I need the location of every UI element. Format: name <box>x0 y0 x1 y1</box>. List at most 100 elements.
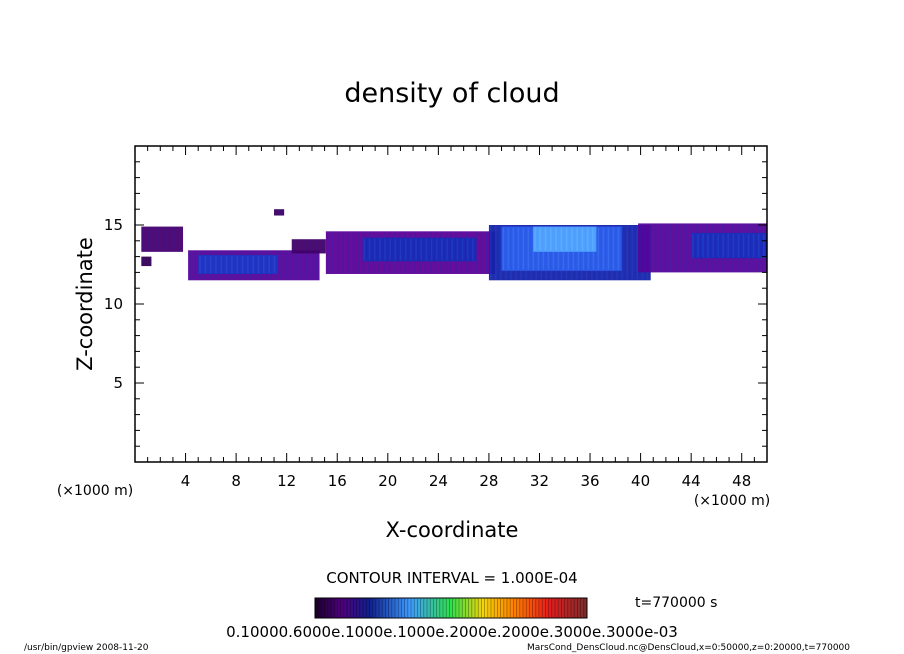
heatmap-stripe <box>295 251 297 280</box>
x-tick-label-8: 8 <box>231 472 241 490</box>
heatmap-stripe <box>435 238 438 261</box>
heatmap-stripe <box>274 210 277 215</box>
heatmap-stripe <box>602 227 605 270</box>
heatmap-stripe <box>194 251 196 280</box>
x-tick-label-32: 32 <box>530 472 549 490</box>
heatmap-region-4 <box>274 209 285 216</box>
heatmap-stripe <box>304 240 306 253</box>
heatmap-stripe <box>712 233 714 258</box>
heatmap-stripe <box>560 227 563 251</box>
heatmap-stripe <box>189 251 191 280</box>
heatmap-stripe <box>472 238 474 261</box>
x-tick-label-24: 24 <box>429 472 448 490</box>
heatmap-stripe <box>168 227 171 251</box>
heatmap-stripe <box>305 251 307 280</box>
time-label: t=770000 s <box>635 595 717 611</box>
heatmap-stripe <box>636 226 639 280</box>
heatmap-stripe <box>717 233 720 258</box>
heatmap-stripe <box>231 256 233 273</box>
heatmap-stripe <box>282 210 284 215</box>
heatmap-stripe <box>315 240 318 253</box>
colorbar <box>314 597 588 619</box>
heatmap-stripe <box>675 224 677 272</box>
footer-left: /usr/bin/gpview 2008-11-20 <box>24 643 149 653</box>
heatmap-stripe <box>461 238 464 261</box>
heatmap-stripe <box>664 224 667 272</box>
plot-frame <box>134 145 768 463</box>
heatmap-stripe <box>500 226 502 280</box>
heatmap-stripe <box>389 238 392 261</box>
heatmap-stripe <box>347 232 350 273</box>
heatmap-stripe <box>555 227 557 251</box>
heatmap-stripe <box>209 256 212 273</box>
heatmap-stripe <box>539 227 542 251</box>
heatmap-stripe <box>649 224 652 272</box>
heatmap-stripe <box>178 227 181 251</box>
heatmap-stripe <box>373 238 376 261</box>
heatmap-stripe <box>680 224 682 272</box>
heatmap-stripe <box>502 227 505 270</box>
heatmap-stripe <box>379 238 381 261</box>
heatmap-stripe <box>163 227 165 251</box>
heatmap-stripe <box>697 233 699 258</box>
heatmap-stripe <box>342 232 344 273</box>
heatmap-region-1 <box>141 256 152 267</box>
heatmap-stripe <box>384 238 386 261</box>
heatmap-stripe <box>732 233 735 258</box>
x-tick-label-16: 16 <box>328 472 347 490</box>
y-tick-label-10: 10 <box>104 295 123 313</box>
heatmap-stripe <box>352 232 355 273</box>
heatmap-stripe <box>486 232 488 273</box>
heatmap-stripe <box>507 227 510 270</box>
heatmap-stripe <box>225 256 228 273</box>
heatmap-region-10 <box>533 226 597 252</box>
ticks-layer <box>134 145 768 463</box>
x-tick-label-20: 20 <box>378 472 397 490</box>
heatmap-stripe <box>565 227 568 251</box>
heatmap-stripe <box>544 227 547 251</box>
heatmap-stripe <box>425 238 428 261</box>
heatmap-stripe <box>285 251 287 280</box>
heatmap-stripe <box>292 240 295 253</box>
x-tick-label-28: 28 <box>479 472 498 490</box>
heatmap-stripe <box>517 227 520 270</box>
heatmap-stripe <box>141 257 144 266</box>
heatmap-stripe <box>368 238 371 261</box>
heatmap-stripe <box>315 251 318 280</box>
heatmap-stripe <box>199 256 201 273</box>
heatmap-stripe <box>670 224 672 272</box>
heatmap-region-7 <box>362 237 477 262</box>
heatmap-stripe <box>747 233 750 258</box>
x-tick-label-12: 12 <box>277 472 296 490</box>
heatmap-stripe <box>527 227 530 270</box>
heatmap-stripe <box>722 233 725 258</box>
heatmap-stripe <box>621 226 623 280</box>
heatmap-stripe <box>404 238 407 261</box>
heatmap-stripe <box>262 256 265 273</box>
heatmap-stripe <box>702 233 704 258</box>
x-tick-label-40: 40 <box>631 472 650 490</box>
heatmap-stripe <box>215 256 217 273</box>
colorbar-tick-labels: 0.10000.6000e.1000e.1000e.2000e.2000e.30… <box>226 623 678 641</box>
y-tick-label-15: 15 <box>104 216 123 234</box>
heatmap-stripe <box>692 233 694 258</box>
heatmap-stripe <box>707 233 709 258</box>
heatmap-region-12 <box>691 232 767 259</box>
x-axis-label: X-coordinate <box>386 518 519 542</box>
heatmap-stripe <box>337 232 339 273</box>
chart-title: density of cloud <box>344 78 559 109</box>
heatmap-stripe <box>257 256 260 273</box>
heatmap-stripe <box>273 256 276 273</box>
heatmap-stripe <box>146 257 149 266</box>
heatmap-stripe <box>277 210 279 215</box>
heatmap-stripe <box>639 224 641 272</box>
heatmap-stripe <box>550 227 552 251</box>
heatmap-stripe <box>480 232 483 273</box>
heatmap-stripe <box>757 233 760 258</box>
heatmap-stripe <box>441 238 443 261</box>
heatmap-stripe <box>456 238 459 261</box>
heatmap-stripe <box>466 238 469 261</box>
heatmap-stripe <box>512 227 515 270</box>
heatmap-stripe <box>363 238 366 261</box>
heatmap-stripe <box>451 238 454 261</box>
